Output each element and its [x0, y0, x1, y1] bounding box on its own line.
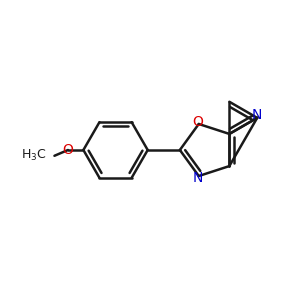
Text: N: N	[252, 108, 262, 122]
Text: H$_3$C: H$_3$C	[21, 148, 47, 163]
Text: O: O	[193, 115, 203, 129]
Text: N: N	[193, 171, 203, 185]
Text: O: O	[62, 143, 74, 157]
